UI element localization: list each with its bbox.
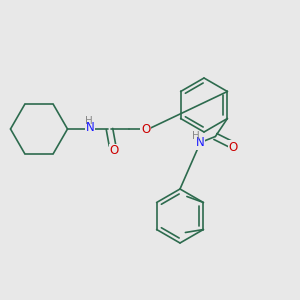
Text: N: N	[196, 136, 205, 149]
Text: H: H	[85, 116, 92, 127]
Text: N: N	[85, 121, 94, 134]
Text: O: O	[110, 144, 118, 158]
Text: H: H	[192, 131, 200, 141]
Text: O: O	[141, 122, 150, 136]
Text: O: O	[229, 140, 238, 154]
